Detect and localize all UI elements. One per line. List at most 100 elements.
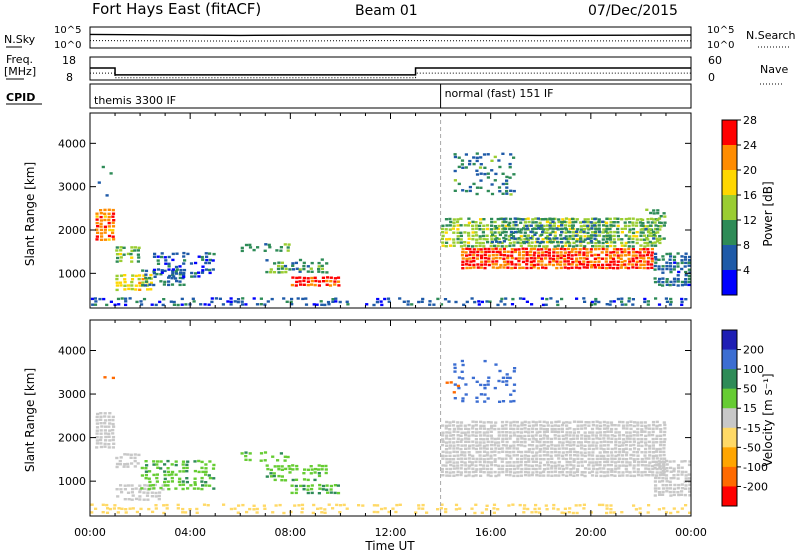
- cell-r15: [662, 224, 666, 227]
- cell-r9: [564, 437, 569, 440]
- cell-r9: [452, 437, 456, 440]
- cell-r11: [635, 266, 639, 269]
- cell-r11: [627, 257, 631, 261]
- cell-r9: [568, 473, 573, 477]
- cell-r9: [508, 468, 513, 471]
- cell-r10: [564, 235, 568, 238]
- cell-r11: [487, 263, 491, 267]
- cell-r9: [474, 464, 478, 467]
- cell-r11: [665, 480, 669, 483]
- cell-r10: [568, 244, 572, 247]
- colorbar-segment: [722, 408, 737, 429]
- cell-r10: [490, 238, 494, 241]
- cell-r9: [334, 297, 338, 300]
- cell-r10: [546, 224, 550, 227]
- cell-r8: [331, 507, 335, 510]
- cell-r2: [118, 463, 123, 466]
- cell-r11: [566, 260, 570, 263]
- cell-r13: [501, 152, 505, 155]
- cell-r9: [520, 424, 524, 427]
- colorbar-segment: [722, 427, 737, 448]
- cell-r9: [557, 420, 561, 423]
- cell-r10: [486, 241, 490, 244]
- cell-r11: [541, 266, 545, 269]
- cell-r12: [593, 230, 598, 234]
- cell-r9: [545, 428, 549, 431]
- cell-r5: [190, 271, 194, 275]
- cell-r9: [463, 444, 467, 447]
- cell-r9: [441, 431, 445, 434]
- cell-r9: [657, 303, 662, 306]
- cell-r9: [497, 474, 501, 477]
- cell-r9: [620, 297, 624, 300]
- cell-r3: [123, 274, 127, 277]
- cell-r8: [338, 504, 343, 507]
- cell-r11: [683, 480, 687, 483]
- cell-r9: [583, 460, 587, 463]
- cell-r11: [483, 263, 487, 266]
- cell-r15: [652, 230, 656, 234]
- cell-r0: [107, 425, 111, 428]
- cell-r9: [606, 468, 610, 471]
- cell-r11: [688, 490, 692, 493]
- cell-r9: [91, 303, 95, 306]
- cell-r8: [534, 503, 538, 507]
- cell-r9: [516, 464, 520, 467]
- cell-r12: [560, 220, 564, 224]
- cell-r10: [523, 231, 527, 234]
- cell-r9: [448, 428, 452, 431]
- cell-r8: [688, 511, 692, 514]
- cell-r10: [650, 234, 654, 237]
- cell-r9: [587, 444, 591, 447]
- cell-r9: [539, 471, 543, 474]
- cell-r9: [625, 431, 629, 434]
- cell-r10: [564, 224, 568, 227]
- cell-r9: [582, 297, 586, 300]
- cell-r1: [97, 181, 101, 184]
- cell-r11: [672, 476, 676, 480]
- colorbar-segment: [722, 220, 737, 246]
- cell-r9: [244, 303, 248, 306]
- cell-r13: [475, 173, 480, 176]
- cell-r9: [482, 441, 486, 444]
- cell-r9: [523, 420, 527, 424]
- cell-r10: [568, 221, 572, 224]
- cell-r0: [107, 446, 111, 449]
- cell-r6: [279, 249, 283, 252]
- cell-r2: [130, 246, 134, 249]
- cell-r0: [99, 222, 103, 225]
- cell-r10: [459, 245, 464, 248]
- cell-r14: [665, 261, 669, 264]
- cell-r14: [669, 270, 673, 274]
- cell-r9: [614, 467, 618, 470]
- cell-r9: [560, 297, 564, 301]
- cell-r9: [534, 467, 538, 471]
- cell-r10: [440, 237, 444, 241]
- cell-r9: [584, 434, 588, 437]
- cell-r5: [211, 268, 215, 271]
- cell-r9: [580, 427, 584, 430]
- cell-r5: [263, 459, 267, 462]
- cell-r14: [661, 268, 665, 271]
- cell-r11: [536, 256, 541, 260]
- cell-r9: [467, 437, 471, 440]
- cell-r9: [535, 457, 539, 460]
- cell-r9: [555, 300, 559, 303]
- cell-r9: [575, 451, 580, 454]
- cell-r9: [455, 461, 460, 464]
- cell-r9: [452, 458, 456, 461]
- cell-r9: [512, 434, 517, 437]
- cell-r8: [530, 511, 534, 514]
- cell-r9: [512, 424, 517, 427]
- cell-r9: [501, 464, 505, 468]
- cell-r9: [448, 437, 452, 441]
- cell-r9: [614, 464, 618, 467]
- cell-r4: [144, 273, 148, 276]
- colorbar-tick-label: 24: [743, 139, 757, 152]
- cell-r11: [510, 260, 514, 264]
- cell-r11: [494, 247, 498, 250]
- cell-r1: [103, 376, 107, 379]
- cell-r9: [663, 438, 667, 441]
- cell-r0: [111, 446, 115, 449]
- cell-r0: [112, 425, 116, 428]
